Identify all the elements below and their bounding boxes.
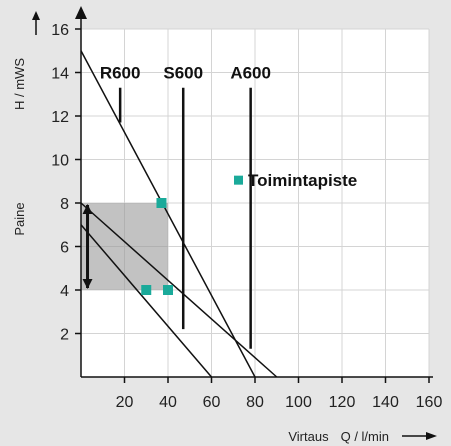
y-tick-label: 6 xyxy=(60,240,69,257)
model-label: A600 xyxy=(230,64,271,83)
operating-point xyxy=(156,198,166,208)
y-axis-title-arrowhead xyxy=(32,11,40,20)
x-tick-label: 120 xyxy=(329,394,356,411)
shaded-operating-range xyxy=(81,203,168,290)
legend-swatch xyxy=(234,176,243,185)
y-tick-label: 4 xyxy=(60,283,69,300)
x-axis-title: Virtaus Q / l/min xyxy=(288,429,389,444)
legend-label: Toimintapiste xyxy=(248,171,357,190)
x-tick-label: 40 xyxy=(159,394,177,411)
y-axis-prefix: Paine xyxy=(12,202,27,235)
x-axis-unit: Q / l/min xyxy=(341,429,389,444)
y-tick-labels: 2 4 6 8 10 12 14 16 xyxy=(51,22,69,344)
y-tick-label: 12 xyxy=(51,109,69,126)
model-label: R600 xyxy=(100,64,141,83)
x-tick-label: 100 xyxy=(285,394,312,411)
x-tick-label: 60 xyxy=(203,394,221,411)
y-tick-label: 16 xyxy=(51,22,69,39)
x-tick-labels: 20 40 60 80 100 120 140 160 xyxy=(116,394,443,411)
y-axis-unit: H / mWS xyxy=(12,58,27,110)
model-label: S600 xyxy=(163,64,203,83)
x-axis-title-arrowhead xyxy=(426,432,437,440)
operating-point xyxy=(141,285,151,295)
x-axis-prefix: Virtaus xyxy=(288,429,329,444)
x-tick-label: 20 xyxy=(116,394,134,411)
operating-point xyxy=(163,285,173,295)
y-tick-label: 8 xyxy=(60,196,69,213)
y-axis-arrowhead xyxy=(75,6,87,19)
x-tick-label: 160 xyxy=(416,394,443,411)
x-tick-label: 140 xyxy=(372,394,399,411)
x-tick-label: 80 xyxy=(246,394,264,411)
y-tick-label: 2 xyxy=(60,327,69,344)
y-tick-label: 14 xyxy=(51,66,69,83)
y-tick-label: 10 xyxy=(51,153,69,170)
legend: Toimintapiste xyxy=(234,171,357,190)
